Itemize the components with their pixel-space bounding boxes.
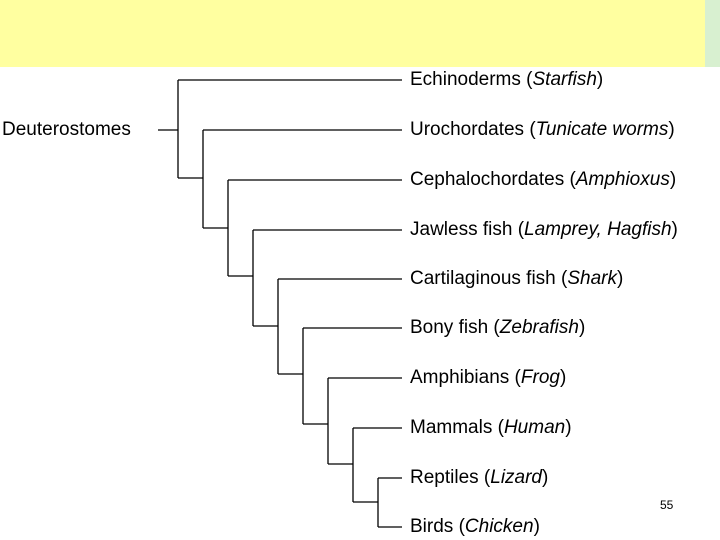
group-name: Amphibians ( xyxy=(410,367,522,388)
root-label: Deuterostomes xyxy=(2,119,131,140)
group-name: Reptiles ( xyxy=(410,467,491,488)
header-accent xyxy=(705,0,720,67)
tree xyxy=(158,80,379,527)
leaf-label: Urochordates (Tunicate worms) xyxy=(410,119,675,140)
leaf-label: Jawless fish (Lamprey, Hagfish) xyxy=(410,219,678,240)
group-name: Urochordates ( xyxy=(410,119,536,140)
example-species: Human xyxy=(504,417,565,438)
example-species: Frog xyxy=(521,367,561,388)
leaves: Echinoderms (Starfish)Urochordates (Tuni… xyxy=(178,69,678,537)
leaf-label: Cephalochordates (Amphioxus) xyxy=(410,169,676,190)
group-name: Cartilaginous fish ( xyxy=(410,268,568,289)
leaf-label: Birds (Chicken) xyxy=(410,516,540,537)
page-number: 55 xyxy=(660,498,674,512)
leaf-label: Bony fish (Zebrafish) xyxy=(410,317,585,338)
group-name: Mammals ( xyxy=(410,417,505,438)
group-name: ) xyxy=(668,119,674,140)
group-name: Jawless fish ( xyxy=(410,219,525,240)
leaf-label: Reptiles (Lizard) xyxy=(410,467,548,488)
group-name: ) xyxy=(672,219,678,240)
group-name: ) xyxy=(670,169,676,190)
leaf-label: Cartilaginous fish (Shark) xyxy=(410,268,623,289)
group-name: ) xyxy=(597,69,603,90)
example-species: Zebrafish xyxy=(499,317,579,338)
group-name: Cephalochordates ( xyxy=(410,169,576,190)
group-name: ) xyxy=(565,417,571,438)
leaf-label: Echinoderms (Starfish) xyxy=(410,69,603,90)
group-name: Bony fish ( xyxy=(410,317,500,338)
group-name: Echinoderms ( xyxy=(410,69,533,90)
example-species: Tunicate worms xyxy=(536,119,669,140)
example-species: Lamprey, Hagfish xyxy=(524,219,672,240)
example-species: Chicken xyxy=(465,516,534,537)
group-name: ) xyxy=(617,268,623,289)
group-name: ) xyxy=(579,317,585,338)
leaf-label: Mammals (Human) xyxy=(410,417,572,438)
header-band xyxy=(0,0,705,67)
example-species: Starfish xyxy=(533,69,597,90)
group-name: Birds ( xyxy=(410,516,466,537)
example-species: Amphioxus xyxy=(575,169,670,190)
group-name: ) xyxy=(542,467,548,488)
example-species: Shark xyxy=(567,268,618,289)
group-name: ) xyxy=(560,367,566,388)
example-species: Lizard xyxy=(490,467,543,488)
leaf-label: Amphibians (Frog) xyxy=(410,367,566,388)
group-name: ) xyxy=(534,516,540,537)
